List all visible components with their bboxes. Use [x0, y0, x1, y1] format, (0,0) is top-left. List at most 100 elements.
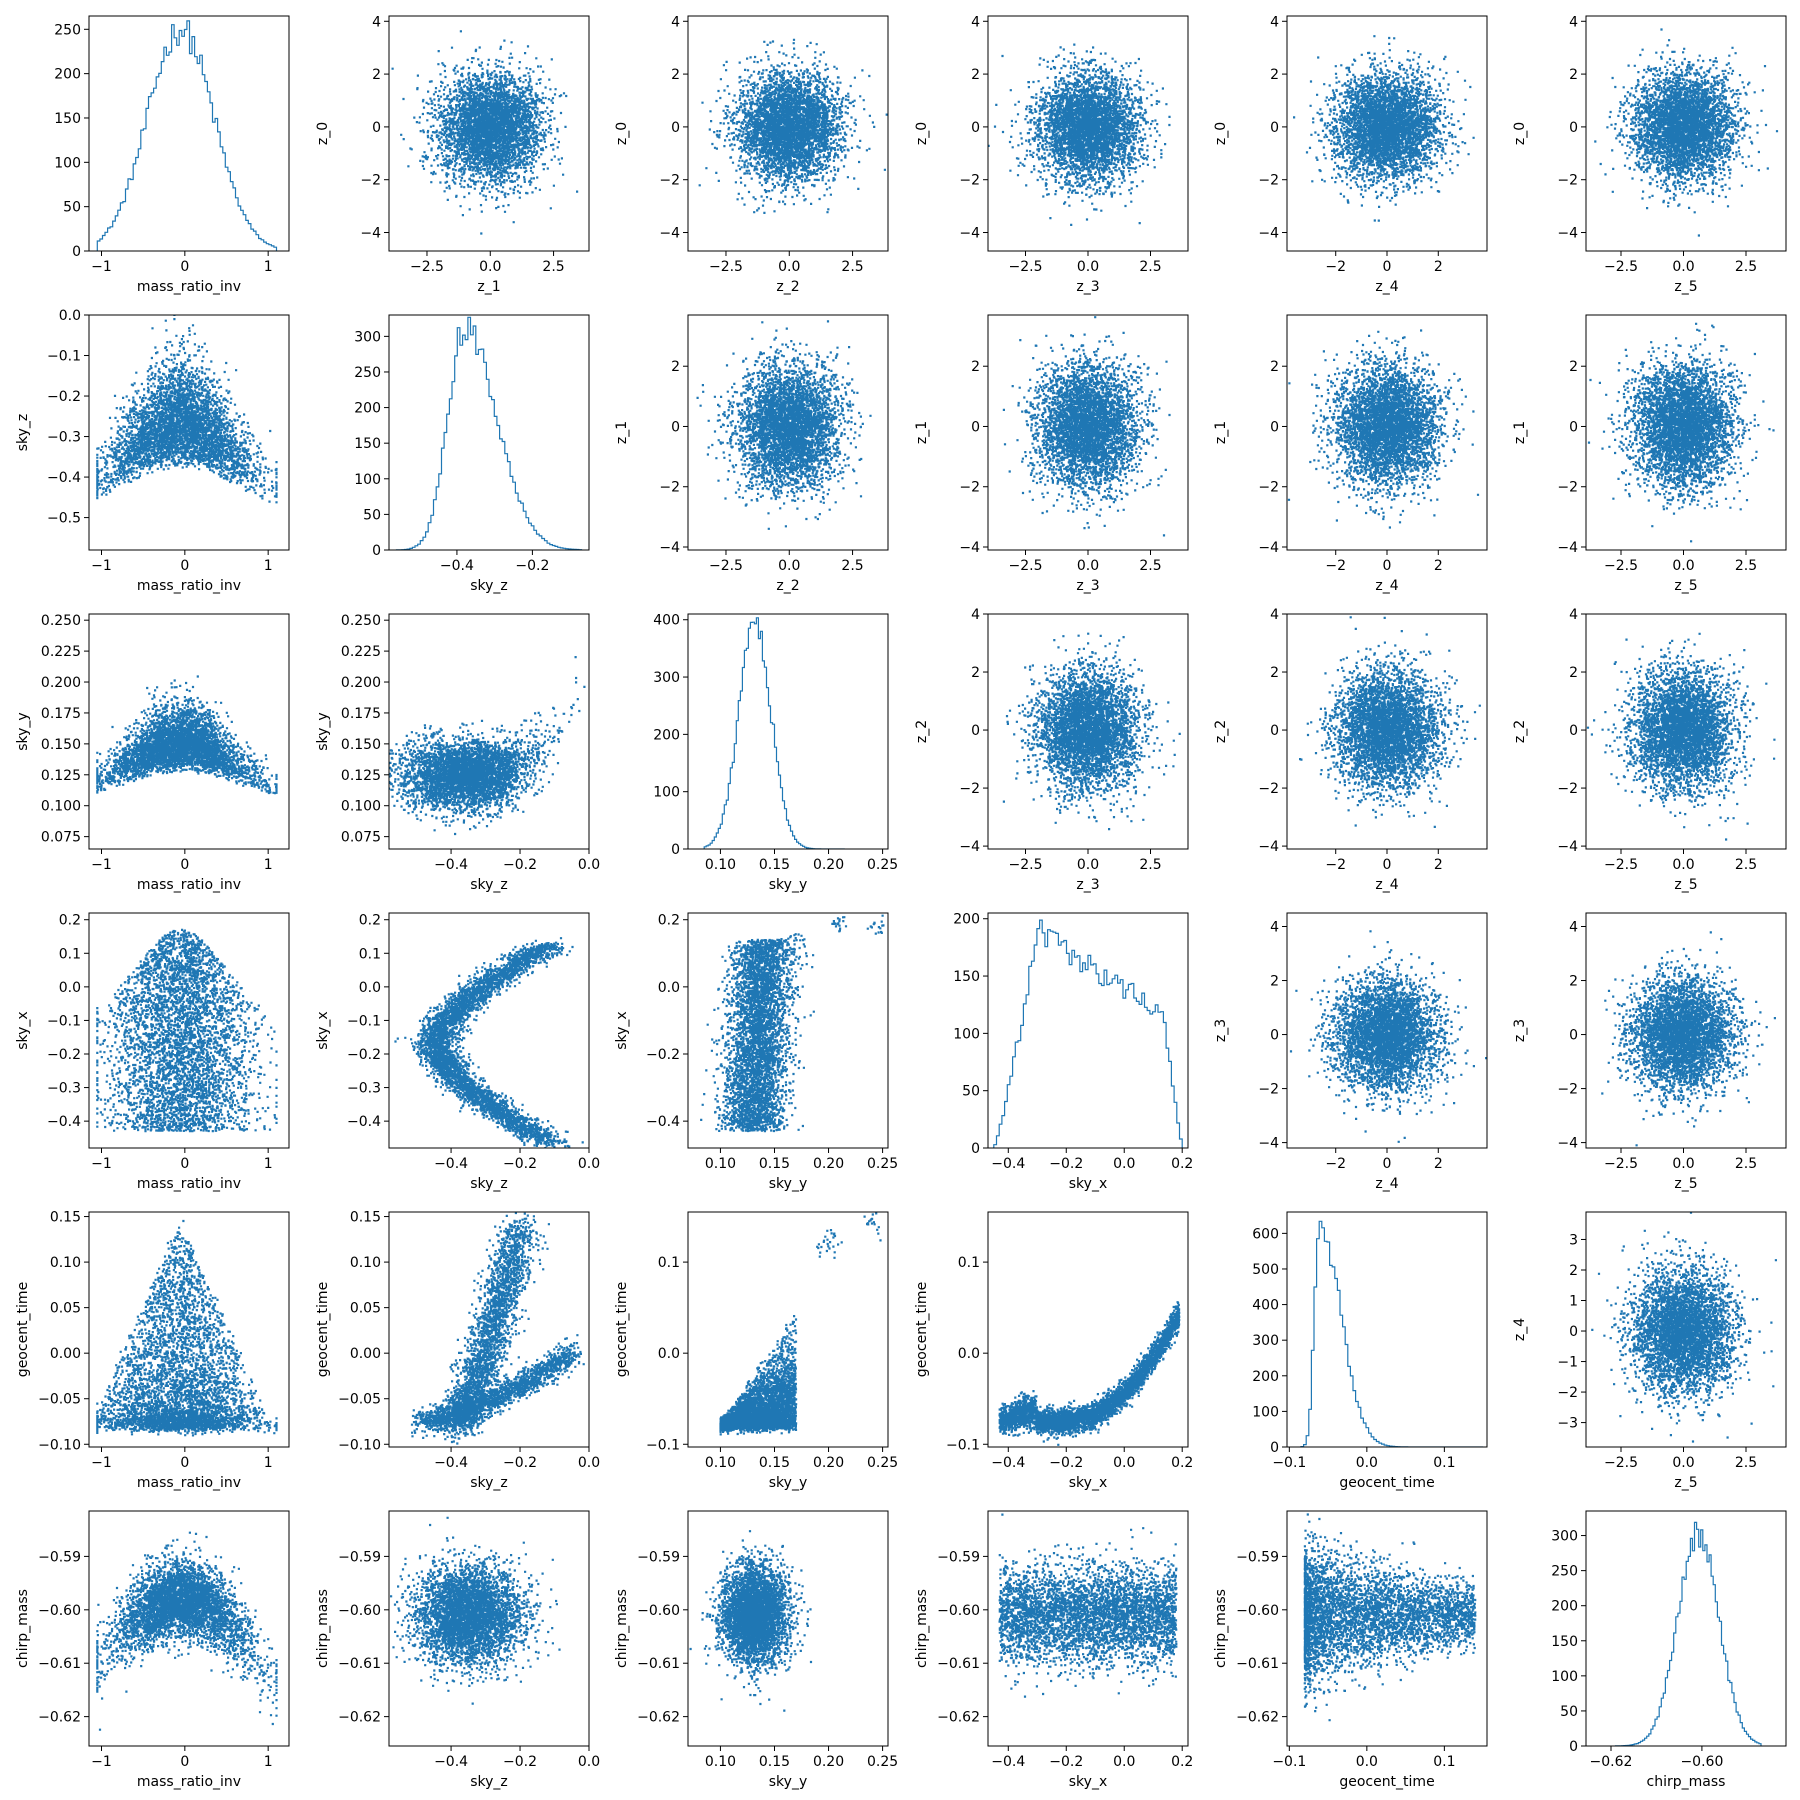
x-tick-label: 1 — [264, 1156, 273, 1172]
y-tick-label: 300 — [653, 670, 680, 686]
y-axis-label: z_0 — [1213, 122, 1229, 145]
y-tick-label: −0.62 — [338, 1710, 381, 1726]
y-tick-label: 200 — [54, 67, 81, 83]
y-axis-label: z_3 — [1512, 1019, 1528, 1042]
x-axis-label: z_5 — [1674, 578, 1697, 594]
subplot-2-1: −1 0 1−0.5−0.4−0.3−0.2−0.10.0mass_ratio_in… — [15, 299, 289, 594]
x-tick-label: 0.0 — [1113, 1156, 1135, 1172]
y-tick-label: −2 — [1557, 173, 1578, 189]
x-axis-label: z_3 — [1076, 877, 1099, 893]
y-tick-label: 2 — [971, 665, 980, 681]
x-tick-label: 0 — [1383, 259, 1392, 275]
x-tick-label: 0.0 — [578, 857, 600, 873]
y-tick-label: −0.3 — [347, 1081, 381, 1097]
y-tick-label: −0.61 — [38, 1656, 81, 1672]
x-tick-label: −0.4 — [991, 1455, 1025, 1471]
y-tick-label: 0.1 — [658, 1255, 680, 1271]
y-tick-label: 0 — [1270, 723, 1279, 739]
scatter-points — [1299, 616, 1481, 867]
x-tick-label: 1 — [264, 1754, 273, 1770]
y-tick-label: 100 — [953, 1026, 980, 1042]
x-tick-label: 0.2 — [1171, 1455, 1193, 1471]
x-tick-label: 0.0 — [778, 558, 800, 574]
plot-area — [988, 44, 1171, 227]
y-tick-label: −0.1 — [47, 349, 81, 365]
x-tick-label: −0.2 — [503, 1754, 537, 1770]
plot-area — [1290, 930, 1487, 1143]
y-tick-label: −0.61 — [338, 1656, 381, 1672]
x-axis-label: z_4 — [1375, 877, 1398, 893]
y-tick-label: −0.61 — [1236, 1656, 1279, 1672]
y-tick-label: −0.59 — [637, 1549, 680, 1565]
x-tick-label: −0.2 — [515, 558, 549, 574]
y-tick-label: 0 — [1569, 120, 1578, 136]
y-tick-label: −4 — [1258, 540, 1279, 556]
x-tick-label: 0.1 — [1433, 1455, 1455, 1471]
y-axis-label: z_0 — [914, 122, 930, 145]
y-tick-label: 250 — [54, 22, 81, 38]
y-axis-label: sky_y — [15, 712, 31, 750]
y-axis-label: z_4 — [1512, 1318, 1528, 1341]
y-tick-label: −4 — [959, 839, 980, 855]
scatter-points — [700, 915, 884, 1133]
scatter-points — [1588, 312, 1775, 542]
x-tick-label: 0.25 — [867, 1754, 898, 1770]
y-tick-label: −0.59 — [338, 1549, 381, 1565]
y-tick-label: −0.62 — [38, 1710, 81, 1726]
x-tick-label: 0.0 — [778, 259, 800, 275]
y-tick-label: −0.2 — [47, 389, 81, 405]
x-axis-label: mass_ratio_inv — [137, 1176, 241, 1192]
plot-area — [999, 1301, 1181, 1446]
x-tick-label: 0.10 — [705, 857, 736, 873]
y-tick-label: −0.62 — [937, 1710, 980, 1726]
x-tick-label: 0.20 — [813, 1455, 844, 1471]
y-tick-label: 500 — [1252, 1262, 1279, 1278]
x-axis-label: z_3 — [1076, 279, 1099, 295]
y-tick-label: 100 — [354, 472, 381, 488]
x-axis-label: sky_y — [769, 1176, 807, 1192]
x-tick-label: −2.5 — [1009, 558, 1043, 574]
y-tick-label: 2 — [971, 359, 980, 375]
y-tick-label: 4 — [671, 14, 680, 30]
scatter-points — [385, 1517, 560, 1705]
y-tick-label: 0 — [971, 419, 980, 435]
y-tick-label: 0.00 — [350, 1346, 381, 1362]
x-tick-label: 2 — [1434, 259, 1443, 275]
x-axis-label: z_1 — [477, 279, 500, 295]
x-tick-label: −0.4 — [434, 1754, 468, 1770]
x-tick-label: 0.0 — [1672, 259, 1694, 275]
y-tick-label: 2 — [971, 67, 980, 83]
x-tick-label: −0.60 — [1680, 1754, 1723, 1770]
y-tick-label: −2 — [959, 173, 980, 189]
x-tick-label: −2.5 — [1604, 857, 1638, 873]
x-tick-label: 0.1 — [1433, 1754, 1455, 1770]
y-tick-label: −4 — [1258, 1136, 1279, 1152]
y-tick-label: −0.60 — [937, 1603, 980, 1619]
x-tick-label: −0.1 — [1272, 1455, 1306, 1471]
y-tick-label: −4 — [1557, 839, 1578, 855]
x-tick-label: 2.5 — [841, 558, 863, 574]
scatter-points — [999, 1301, 1181, 1446]
plot-area — [1616, 1522, 1762, 1746]
plot-area — [397, 317, 582, 550]
plot-area — [1293, 14, 1475, 221]
y-tick-label: −4 — [959, 540, 980, 556]
y-axis-label: chirp_mass — [914, 1589, 930, 1668]
y-axis-label: sky_x — [15, 1011, 31, 1049]
x-axis-label: sky_x — [1069, 1475, 1107, 1491]
y-tick-label: −0.1 — [646, 1437, 680, 1453]
y-tick-label: 0.150 — [341, 737, 381, 753]
x-tick-label: 0.0 — [1077, 857, 1099, 873]
y-tick-label: −4 — [1258, 226, 1279, 242]
y-tick-label: 0.1 — [359, 946, 381, 962]
x-tick-label: 0.20 — [813, 857, 844, 873]
subplot-6-5: −0.1 0.0 0.1−0.62−0.61−0.60−0.59geocent_ti… — [1213, 1492, 1487, 1790]
y-tick-label: −0.61 — [937, 1656, 980, 1672]
x-tick-label: 0.20 — [813, 1156, 844, 1172]
y-tick-label: −0.4 — [47, 470, 81, 486]
y-tick-label: −0.3 — [47, 1081, 81, 1097]
y-tick-label: 4 — [1569, 920, 1578, 936]
